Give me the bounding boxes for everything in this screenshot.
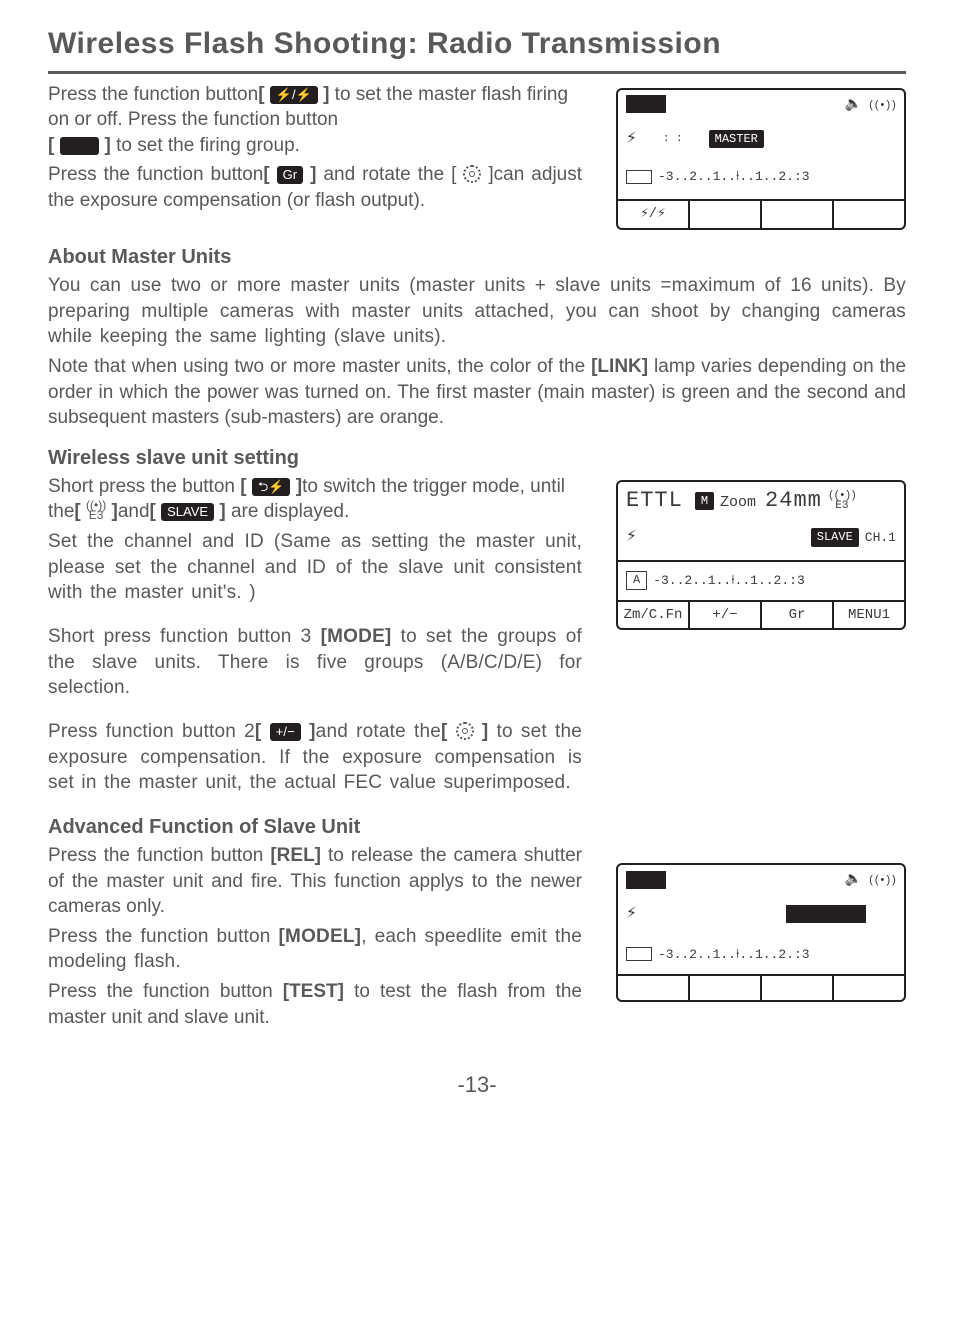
mode-label: [MODE] bbox=[321, 626, 392, 647]
blank-icon: ███ bbox=[60, 137, 100, 155]
text: Press the function button bbox=[48, 981, 283, 1002]
channel-label: CH.1 bbox=[865, 529, 896, 547]
lcd-cell bbox=[762, 976, 834, 1000]
exposure-scale: -3..2..1..⍿..1..2.:3 bbox=[658, 946, 810, 964]
text: are displayed. bbox=[226, 501, 350, 522]
section1-para1: Press the function button[ ⚡/⚡ ] to set … bbox=[48, 82, 582, 159]
link-label: [LINK] bbox=[591, 356, 648, 377]
lcd-advanced-panel: -3..2..1..⍿..1..2.:3 bbox=[616, 863, 906, 1003]
slave-p4: Press function button 2[ +/− ]and rotate… bbox=[48, 719, 582, 796]
text: Press the function button bbox=[48, 84, 258, 105]
lcd-cell: +/− bbox=[690, 602, 762, 629]
exposure-scale: -3..2..1..⍿..1..2.:3 bbox=[658, 168, 810, 186]
advanced-heading: Advanced Function of Slave Unit bbox=[48, 814, 906, 841]
text: Short press the button bbox=[48, 476, 240, 497]
lcd-cell bbox=[690, 201, 762, 228]
rect-icon bbox=[626, 871, 666, 889]
text: Short press function button 3 bbox=[48, 626, 321, 647]
lcd-cell: Zm/C.Fn bbox=[618, 602, 690, 629]
antenna-sub: E3 bbox=[835, 500, 848, 512]
model-label: [MODEL] bbox=[279, 926, 362, 947]
text: Press function button 2 bbox=[48, 721, 255, 742]
bolt-icon: ⮌⚡ bbox=[252, 478, 291, 496]
about-heading: About Master Units bbox=[48, 244, 906, 271]
rel-label: [REL] bbox=[270, 845, 321, 866]
about-p1: You can use two or more master units (ma… bbox=[48, 273, 906, 350]
group-box: A bbox=[626, 571, 647, 589]
adv-p2: Press the function button [MODEL], each … bbox=[48, 924, 582, 975]
lcd-cell: ⚡/⚡ bbox=[618, 201, 690, 228]
lcd-cell bbox=[762, 201, 834, 228]
page-number: -13- bbox=[48, 1070, 906, 1100]
text: Note that when using two or more master … bbox=[48, 356, 591, 377]
speaker-icon bbox=[845, 94, 862, 116]
dial-icon bbox=[456, 722, 474, 740]
lcd-slave-panel: ETTL M Zoom 24mm E3 SLAVE CH.1 A -3..2..… bbox=[616, 480, 906, 631]
rect-outline-icon bbox=[626, 947, 652, 961]
text: Press the function button bbox=[48, 845, 270, 866]
rect-icon bbox=[786, 905, 866, 923]
rect-icon bbox=[626, 95, 666, 113]
lcd-m: M bbox=[695, 492, 714, 510]
flash-icon bbox=[626, 902, 637, 926]
slave-p1: Short press the button [ ⮌⚡ ]to switch t… bbox=[48, 474, 582, 525]
text: to set the firing group. bbox=[111, 135, 300, 156]
test-label: [TEST] bbox=[283, 981, 344, 1002]
slave-p3: Short press function button 3 [MODE] to … bbox=[48, 624, 582, 701]
dial-icon bbox=[463, 165, 481, 183]
slave-heading: Wireless slave unit setting bbox=[48, 445, 906, 472]
antenna-icon bbox=[868, 869, 896, 891]
about-p2: Note that when using two or more master … bbox=[48, 354, 906, 431]
flash-icon bbox=[626, 127, 637, 151]
lcd-cell bbox=[834, 976, 904, 1000]
lcd-mode: ETTL bbox=[626, 486, 683, 516]
text: Press the function button bbox=[48, 164, 263, 185]
lcd-cell bbox=[690, 976, 762, 1000]
slave-icon: SLAVE bbox=[161, 503, 214, 521]
section1-para2: Press the function button[ Gr ] and rota… bbox=[48, 162, 582, 213]
page-title: Wireless Flash Shooting: Radio Transmiss… bbox=[48, 24, 906, 74]
text: and rotate the [ bbox=[316, 164, 463, 185]
lcd-cell: Gr bbox=[762, 602, 834, 629]
adv-p1: Press the function button [REL] to relea… bbox=[48, 843, 582, 920]
lcd-cell bbox=[618, 976, 690, 1000]
rect-outline-icon bbox=[626, 170, 652, 184]
speaker-icon bbox=[845, 869, 862, 891]
lcd-cell: MENU1 bbox=[834, 602, 904, 629]
flash-icon bbox=[626, 525, 637, 549]
lcd-cell bbox=[834, 201, 904, 228]
text: and rotate the bbox=[316, 721, 441, 742]
antenna-sub: E3 bbox=[89, 508, 104, 522]
text: and bbox=[118, 501, 150, 522]
dots: : : bbox=[663, 132, 683, 147]
slave-p2: Set the channel and ID (Same as setting … bbox=[48, 529, 582, 606]
antenna-icon bbox=[868, 94, 896, 116]
lcd-master-panel: : : MASTER -3..2..1..⍿..1..2.:3 ⚡/⚡ bbox=[616, 88, 906, 230]
master-label: MASTER bbox=[709, 130, 764, 148]
slave-label: SLAVE bbox=[811, 528, 859, 546]
gr-icon: Gr bbox=[277, 166, 303, 184]
adv-p3: Press the function button [TEST] to test… bbox=[48, 979, 582, 1030]
lcd-zoom: Zoom 24mm bbox=[720, 486, 822, 516]
master-flash-icon: ⚡/⚡ bbox=[270, 86, 318, 104]
exposure-scale: -3..2..1..⍿..1..2.:3 bbox=[653, 572, 805, 590]
plus-minus-icon: +/− bbox=[270, 723, 301, 741]
text: Press the function button bbox=[48, 926, 279, 947]
